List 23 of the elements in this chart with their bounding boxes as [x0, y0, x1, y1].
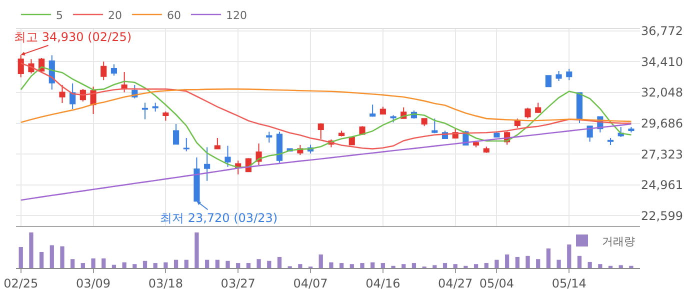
x-tick-label: 04/27: [438, 276, 473, 289]
y-tick-label: 32,048: [641, 86, 683, 100]
legend-label: 5: [56, 8, 63, 22]
y-tick-label: 29,686: [641, 116, 683, 130]
x-tick-label: 03/27: [220, 276, 256, 289]
y-tick-label: 22,599: [641, 208, 683, 223]
y-tick-label: 24,961: [641, 178, 683, 192]
legend-label: 20: [108, 8, 122, 22]
annotation: 최고 34,930 (02/25): [14, 30, 132, 44]
legend-label: 60: [167, 8, 181, 22]
x-tick-label: 02/25: [4, 276, 38, 289]
y-tick-label: 34,410: [641, 54, 683, 69]
x-tick-label: 03/18: [148, 276, 183, 289]
annotation: 최저 23,720 (03/23): [160, 211, 278, 225]
x-tick-label: 05/14: [552, 276, 586, 289]
x-tick-label: 04/07: [293, 276, 328, 289]
legend-label: 거래량: [602, 234, 635, 248]
x-tick-label: 04/16: [366, 276, 400, 289]
y-tick-label: 36,772: [641, 24, 683, 38]
legend-label: 120: [226, 8, 247, 22]
x-tick-label: 03/09: [76, 276, 111, 289]
x-tick-label: 05/04: [479, 276, 514, 289]
y-tick-label: 27,323: [641, 147, 683, 162]
